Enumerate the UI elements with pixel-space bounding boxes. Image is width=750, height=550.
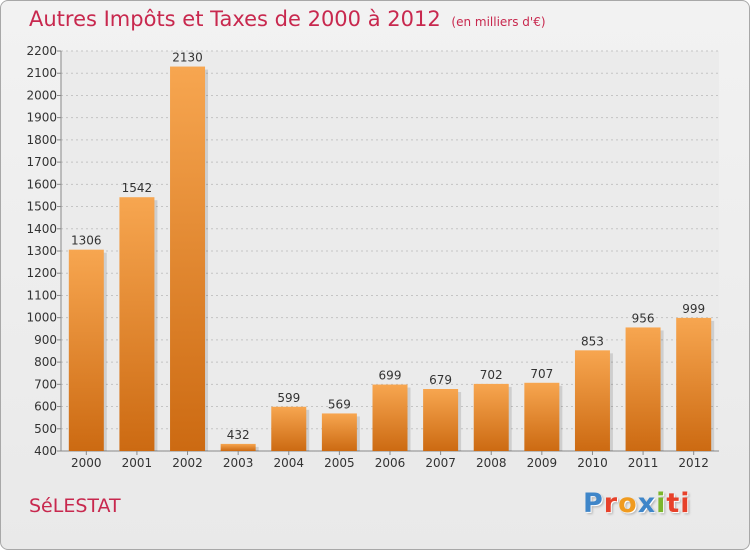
bar-value-label: 2130 [172,51,203,65]
x-tick-label: 2009 [527,456,558,470]
bar-value-label: 599 [277,391,300,405]
x-tick-label: 2012 [678,456,709,470]
bar-value-label: 702 [480,368,503,382]
place-name: SéLESTAT [29,495,121,517]
bar [170,66,206,452]
y-tick-label: 1000 [26,311,57,325]
y-tick-label: 1500 [26,200,57,214]
bar-value-label: 1306 [71,234,102,248]
logo-letter: P [583,488,604,519]
y-tick-label: 700 [34,377,57,391]
logo-letter: ti [666,488,691,519]
bar-value-label: 853 [581,334,604,348]
chart-title: Autres Impôts et Taxes de 2000 à 2012 (e… [29,7,546,31]
logo-letter: i [656,488,667,519]
bar [423,389,459,451]
proxiti-logo: Proxiti [583,488,691,519]
y-tick-label: 1300 [26,244,57,258]
bar [321,413,357,451]
bar-value-label: 999 [682,302,705,316]
title-text: Autres Impôts et Taxes de 2000 à 2012 [29,7,441,31]
y-tick-label: 500 [34,422,57,436]
x-tick-label: 2008 [476,456,507,470]
logo-letter: o [618,488,638,519]
bar-value-label: 569 [328,397,351,411]
y-tick-label: 800 [34,355,57,369]
y-tick-label: 1400 [26,222,57,236]
y-tick-label: 2200 [26,44,57,58]
bar [220,443,256,451]
y-tick-label: 1600 [26,177,57,191]
y-tick-label: 2000 [26,88,57,102]
x-tick-label: 2011 [628,456,659,470]
y-tick-label: 1200 [26,266,57,280]
x-tick-label: 2005 [324,456,355,470]
bar-value-label: 707 [530,367,553,381]
y-tick-label: 1700 [26,155,57,169]
logo-letter: r [603,488,619,519]
bar-value-label: 956 [632,311,655,325]
y-tick-label: 900 [34,333,57,347]
x-tick-label: 2007 [425,456,456,470]
x-tick-label: 2000 [71,456,102,470]
bar [676,317,712,451]
bar-value-label: 1542 [122,181,153,195]
bar-value-label: 699 [379,369,402,383]
y-tick-label: 600 [34,400,57,414]
logo-letter: x [637,488,657,519]
bar [473,383,509,451]
bar-value-label: 432 [227,428,250,442]
y-tick-label: 2100 [26,66,57,80]
bar [68,249,104,451]
bar [625,327,661,451]
bar [271,406,307,451]
chart-subtitle: (en milliers d'€) [451,15,546,29]
bar-value-label: 679 [429,373,452,387]
x-tick-label: 2004 [273,456,304,470]
bar [119,197,155,451]
x-tick-label: 2001 [122,456,153,470]
x-tick-label: 2003 [223,456,254,470]
bar [574,350,610,451]
bar [372,384,408,451]
x-tick-label: 2006 [375,456,406,470]
y-tick-label: 1900 [26,111,57,125]
x-tick-label: 2002 [172,456,203,470]
y-tick-label: 400 [34,444,57,458]
y-tick-label: 1800 [26,133,57,147]
y-tick-label: 1100 [26,288,57,302]
x-tick-label: 2010 [577,456,608,470]
bar [524,382,560,451]
